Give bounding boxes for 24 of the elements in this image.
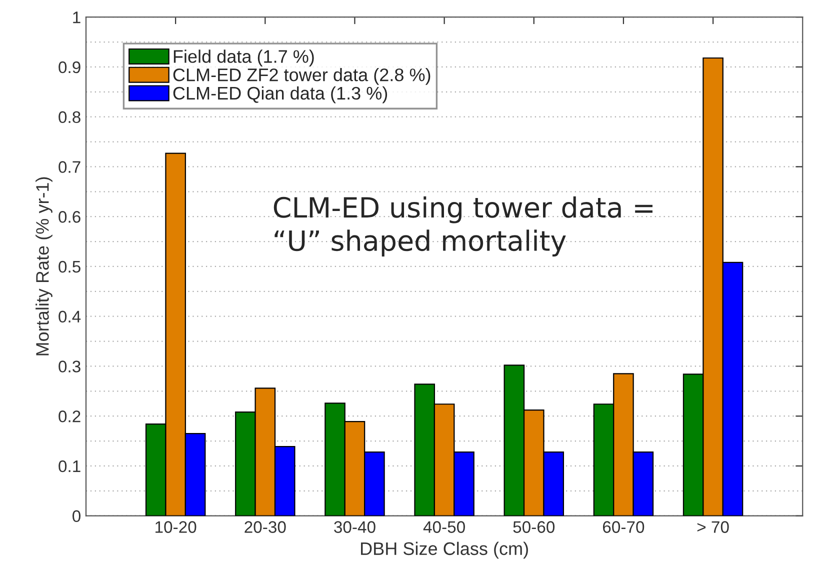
y-tick-label: 0.7: [58, 161, 80, 173]
y-axis-title: Mortality Rate (% yr-1): [36, 177, 52, 356]
legend-label: CLM-ED Qian data (1.3 %): [173, 86, 388, 104]
x-tick-label: 10-20: [156, 521, 196, 533]
x-tick-label: > 70: [697, 521, 729, 533]
y-tick-label: 0.4: [58, 310, 81, 323]
legend-label: CLM-ED ZF2 tower data (2.8 %): [173, 68, 430, 85]
y-tick-label: 0.1: [58, 460, 80, 472]
x-tick-label: 20-30: [244, 521, 286, 533]
legend-label: Field data (1.7 %): [174, 50, 314, 66]
annotation: CLM-ED using tower data = “U” shaped mortality: [274, 196, 652, 256]
x-tick-label: 50-60: [513, 521, 555, 533]
y-tick-label: 0.2: [58, 410, 80, 422]
y-tick-label: 0.3: [58, 360, 80, 372]
y-tick-label: 1: [73, 12, 80, 24]
y-tick-label: 0: [72, 510, 80, 522]
x-tick-label: 30-40: [334, 521, 376, 533]
x-tick-label: 40-50: [423, 521, 465, 533]
y-tick-label: 0.9: [58, 61, 80, 74]
y-tick-label: 0.5: [58, 260, 80, 273]
x-tick-label: 60-70: [603, 521, 644, 533]
y-tick-label: 0.8: [58, 111, 80, 124]
x-axis-title: DBH Size Class (cm): [361, 542, 528, 559]
y-tick-label: 0.6: [58, 211, 80, 223]
